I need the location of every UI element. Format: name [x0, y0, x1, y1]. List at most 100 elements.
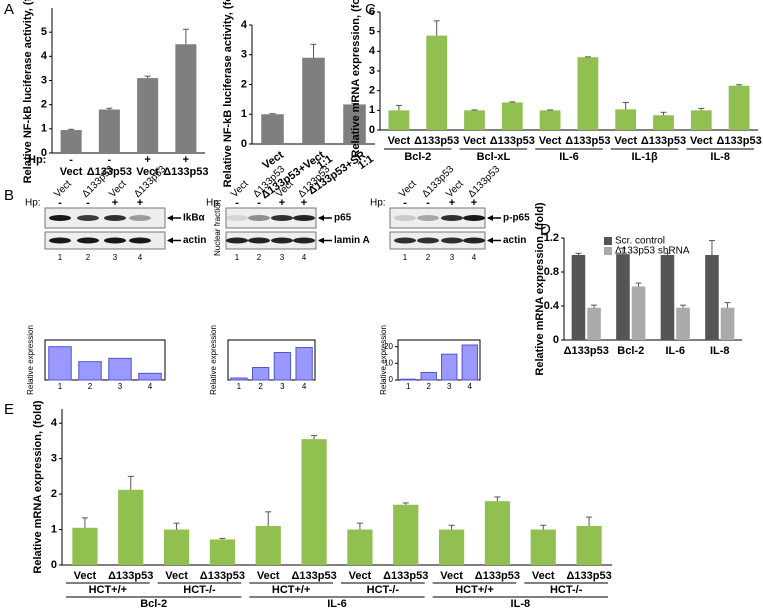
x-tick-label: Δ133p53 — [566, 570, 611, 582]
bar — [175, 44, 197, 153]
x-tick-label: Δ133p53 — [565, 135, 610, 147]
subgroup-label: HCT+/+ — [89, 584, 128, 596]
y-tick-label: 0 — [369, 124, 375, 136]
bar — [261, 114, 284, 144]
lane-number: 2 — [257, 253, 262, 262]
fraction-label: Nuclear fraction — [213, 200, 222, 256]
lane-number: 2 — [86, 253, 91, 262]
x-tick-label: Vect — [463, 135, 486, 147]
y-tick-label: 2 — [41, 99, 47, 111]
bar — [137, 78, 159, 153]
arrow-head — [487, 237, 493, 244]
bar — [251, 367, 270, 381]
band-label: p-p65 — [503, 213, 530, 224]
blot-band — [49, 237, 71, 244]
arrow-head — [487, 215, 493, 221]
x-tick-label: IL-8 — [710, 345, 730, 357]
hp-sign: - — [235, 197, 239, 209]
lane-number: 4 — [472, 253, 477, 262]
bar — [72, 527, 98, 565]
y-tick-label: 0 — [553, 334, 559, 346]
y-tick-label: 1 — [241, 108, 247, 120]
bar — [78, 361, 102, 381]
y-tick-label: 4 — [369, 45, 376, 57]
y-tick-label: 1 — [369, 104, 375, 116]
panel-label: B — [4, 187, 14, 204]
x-tick-label: Vect — [74, 570, 97, 582]
y-tick-label: 3 — [241, 49, 247, 61]
y-axis-label: Relative mRNA expression, (fold) — [32, 400, 44, 574]
y-tick-label: 4 — [241, 19, 248, 31]
hp-sign: + — [301, 197, 307, 209]
x-tick-label: Vect — [136, 166, 159, 178]
hp-label: Hp: — [206, 198, 222, 209]
panel-label: A — [4, 1, 14, 18]
bar — [60, 130, 82, 153]
hp-sign: + — [137, 197, 143, 209]
hp-sign: - — [69, 154, 73, 166]
subgroup-label: HCT+/+ — [272, 584, 311, 596]
x-tick-label: Δ133p53 — [108, 570, 153, 582]
bar — [539, 110, 561, 130]
x-tick-label: 1 — [406, 382, 411, 391]
blot-band — [226, 215, 248, 221]
bar — [438, 529, 465, 565]
band-label: lamin A — [334, 235, 370, 246]
bar — [273, 352, 292, 381]
bar — [420, 372, 437, 381]
bar — [163, 529, 190, 565]
x-tick-label: Vect — [440, 570, 463, 582]
y-axis-label: Relative NF-kB luciferase activity, (fol… — [22, 0, 34, 183]
hp-sign: - — [426, 197, 430, 209]
bar — [230, 377, 248, 381]
blot-band — [104, 237, 126, 244]
x-tick-label: 3 — [118, 382, 123, 391]
blot-band — [129, 215, 151, 221]
y-axis-label: Relative expression — [26, 325, 35, 395]
y-tick-label: 0 — [389, 375, 394, 384]
x-tick-label: Vect — [539, 135, 562, 147]
bar — [690, 110, 712, 130]
x-tick-label: Vect — [388, 135, 411, 147]
blot-band — [271, 237, 293, 244]
y-tick-label: 6 — [369, 6, 375, 18]
bar — [426, 35, 448, 130]
bar — [464, 110, 485, 130]
y-axis-label: Relative NF-kB luciferase activity, (fol… — [222, 0, 234, 187]
lane-number: 4 — [138, 253, 143, 262]
bar — [138, 372, 162, 381]
y-tick-label: 0 — [241, 138, 247, 150]
x-tick-label: 2 — [88, 382, 93, 391]
hp-sign: + — [279, 197, 285, 209]
lane-number: 1 — [403, 253, 408, 262]
blot-band — [77, 237, 99, 244]
group-label: Bcl-2 — [404, 151, 431, 163]
hp-label: Hp: — [25, 198, 41, 209]
arrow-head — [167, 215, 173, 221]
legend-swatch — [604, 237, 612, 245]
subgroup-label: HCT-/- — [367, 584, 400, 596]
hp-sign: + — [144, 154, 150, 166]
band-label: IkBα — [183, 213, 206, 224]
x-tick-label: 3 — [447, 382, 452, 391]
bar — [388, 110, 410, 130]
bar — [461, 344, 478, 381]
hp-sign: - — [86, 197, 90, 209]
bar — [616, 254, 630, 340]
hp-sign: - — [58, 197, 62, 209]
y-tick-label: 3 — [51, 453, 57, 465]
blot-band — [463, 215, 485, 221]
subgroup-label: HCT-/- — [550, 584, 583, 596]
arrow-head — [318, 237, 324, 244]
blot-band — [77, 215, 99, 221]
x-tick-label: Δ133p53 — [163, 166, 208, 178]
hp-sign: + — [112, 197, 118, 209]
x-tick-label: Vect — [257, 570, 280, 582]
hp-sign: + — [449, 197, 455, 209]
bar — [484, 501, 511, 565]
blot-band — [104, 215, 126, 221]
y-tick-label: 0.4 — [544, 300, 560, 312]
lane-label: Δ133p53 — [466, 164, 502, 200]
lane-label: Vect — [397, 178, 419, 200]
x-tick-label: Δ133p53 — [475, 570, 520, 582]
